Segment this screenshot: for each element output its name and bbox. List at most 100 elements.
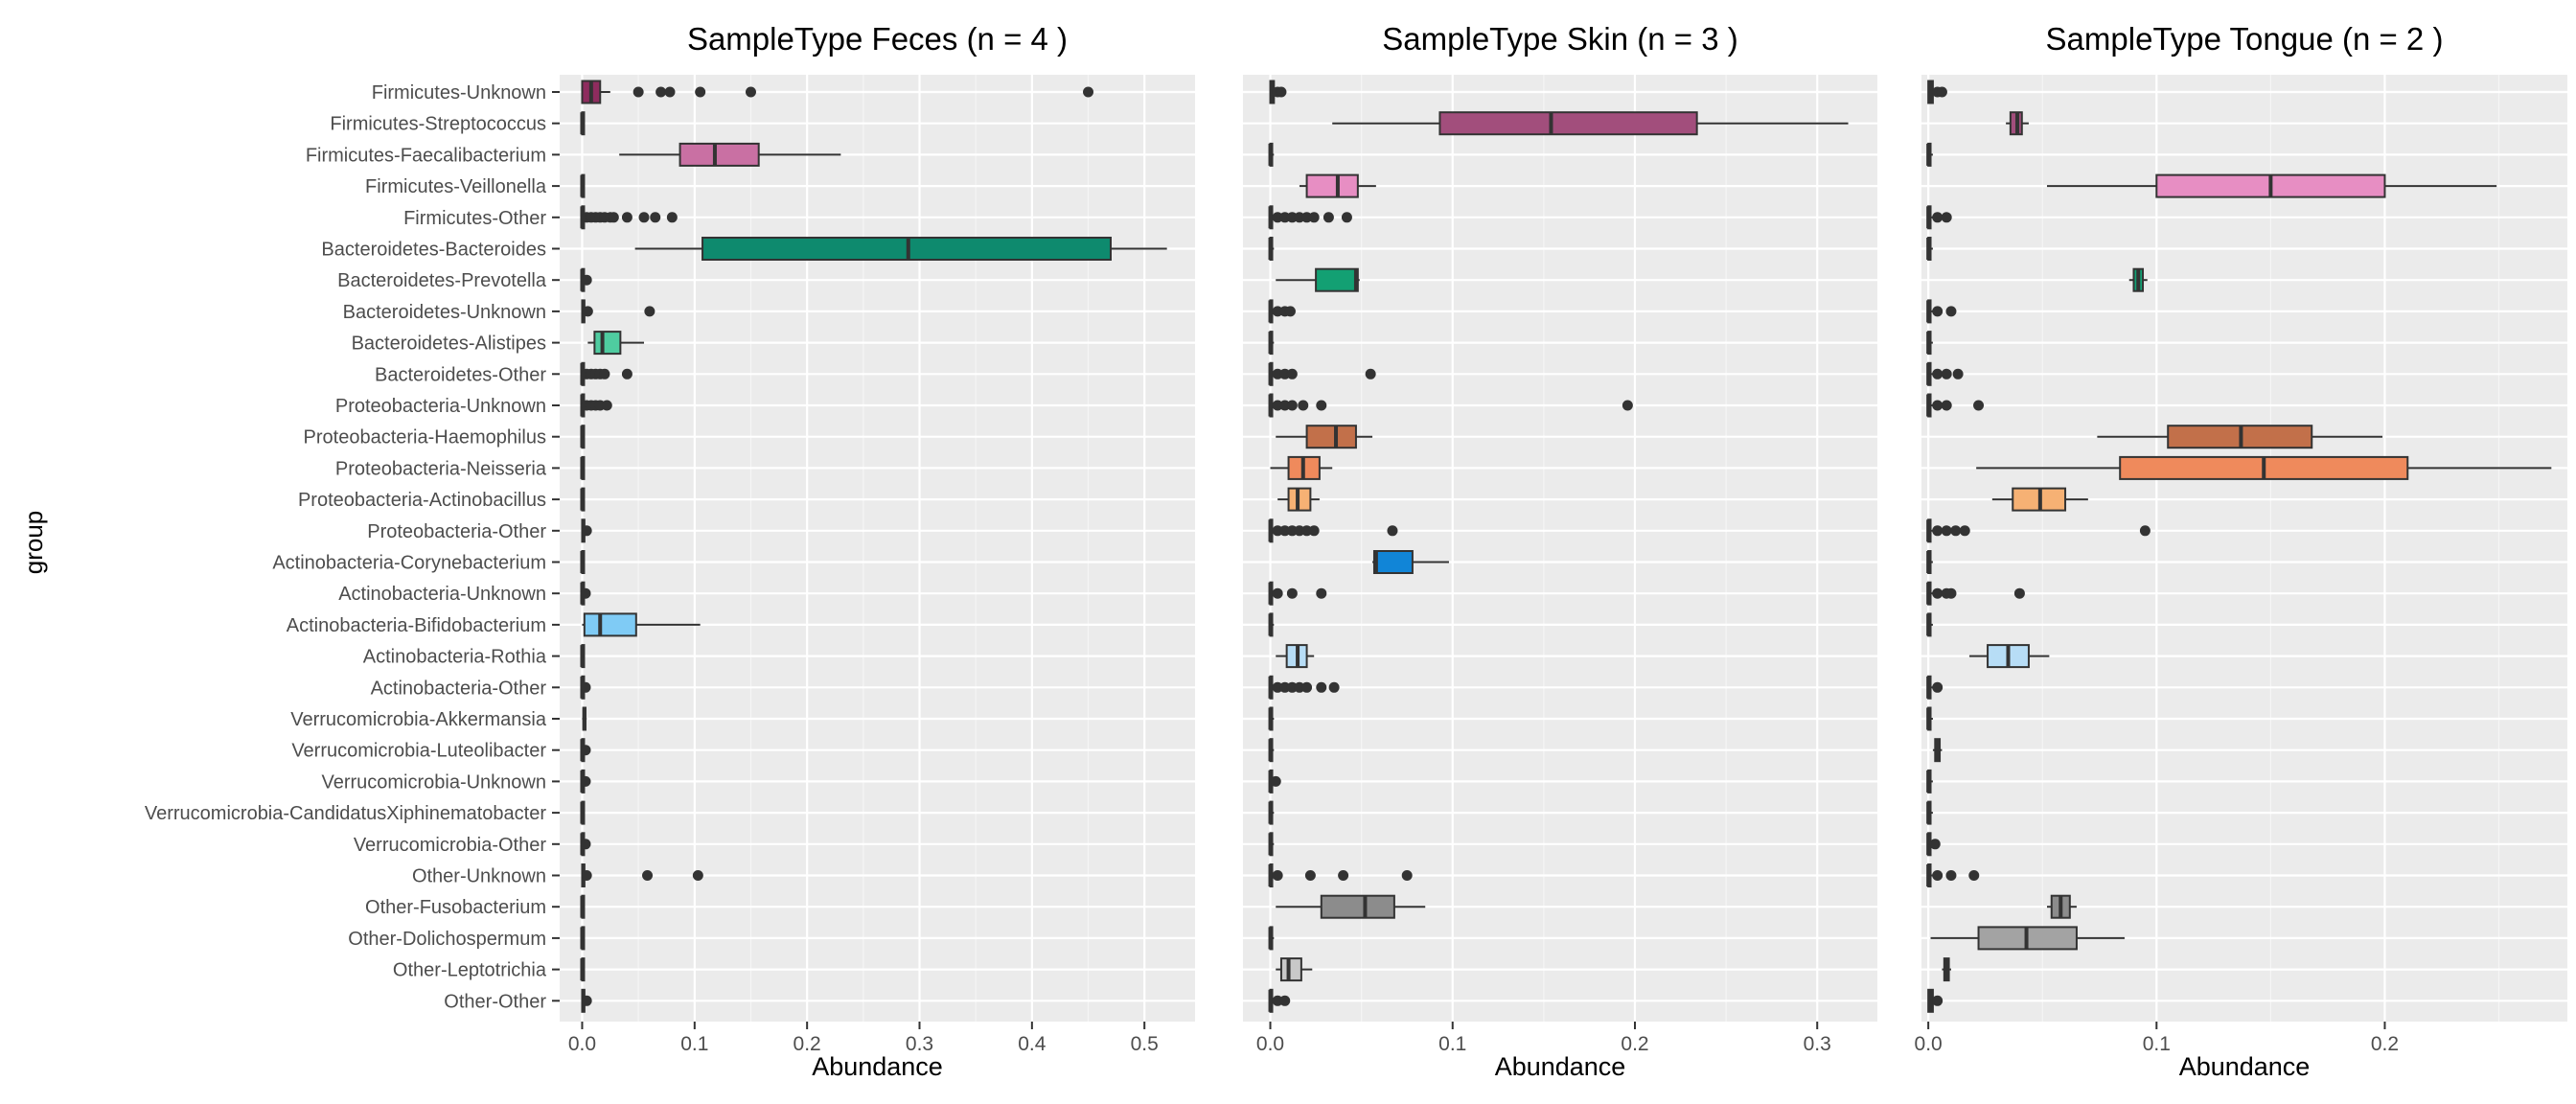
y-tick-label: Proteobacteria-Neisseria	[335, 458, 547, 479]
outlier-point	[644, 306, 656, 317]
box-firmicutes-unknown	[581, 80, 1094, 104]
x-axis-title: Abundance	[1495, 1052, 1626, 1081]
outlier-point	[1338, 870, 1349, 881]
y-tick-label: Proteobacteria-Other	[367, 521, 546, 542]
facet-panel: 0.0 0.1 0.2 0.3 SampleType Skin (n = 3 ) Abun…	[1243, 21, 1877, 1081]
outlier-point	[1945, 870, 1957, 881]
outlier-point	[581, 274, 592, 286]
y-tick-label: Bacteroidetes-Prevotella	[337, 270, 547, 291]
outlier-point	[581, 995, 592, 1006]
y-tick-label: Firmicutes-Streptococcus	[330, 114, 546, 135]
outlier-point	[1301, 525, 1313, 537]
x-tick-label: 0.3	[1804, 1033, 1831, 1055]
x-tick-label: 0.2	[2371, 1033, 2399, 1055]
y-axis-title: group	[19, 511, 48, 575]
outlier-point	[1932, 306, 1944, 317]
outlier-point	[1083, 86, 1094, 98]
box-actinobacteria-corynebacterium	[580, 550, 586, 574]
box-verrucomicrobia-unknown	[1926, 769, 1933, 794]
y-tick-label: Other-Leptotrichia	[393, 960, 547, 981]
outlier-point	[1286, 681, 1298, 693]
box-firmicutes-faecalibacterium	[1926, 142, 1933, 167]
box-actinobacteria-bifidobacterium	[1268, 612, 1275, 637]
outlier-point	[1286, 525, 1298, 537]
outlier-point	[1286, 587, 1298, 599]
box-other-unknown	[581, 863, 703, 887]
box-verrucomicrobia-akkermansia	[1268, 706, 1275, 731]
box-other-other	[1927, 988, 1944, 1013]
box-proteobacteria-unknown	[1268, 393, 1633, 418]
box-firmicutes-other	[580, 205, 678, 230]
outlier-point	[581, 525, 592, 537]
outlier-point	[1941, 525, 1952, 537]
box-firmicutes-veillonella	[1299, 173, 1376, 198]
box-other-unknown	[1268, 863, 1413, 887]
y-tick-label: Verrucomicrobia-Other	[354, 835, 547, 856]
outlier-point	[1932, 525, 1944, 537]
panel-title: SampleType Feces (n = 4 )	[687, 21, 1068, 57]
y-tick-label: Actinobacteria-Unknown	[338, 584, 546, 605]
outlier-point	[1365, 368, 1376, 380]
box-bacteroidetes-unknown	[581, 299, 656, 324]
x-tick-label: 0.0	[1256, 1033, 1284, 1055]
box-iqr	[1320, 894, 1395, 919]
box-other-dolichospermum	[1268, 926, 1275, 951]
facet-panels: Firmicutes-Unknown Firmicutes-Streptococc…	[145, 21, 2567, 1081]
outlier-point	[1932, 368, 1944, 380]
outlier-point	[1272, 212, 1283, 223]
y-tick-label: Actinobacteria-Corynebacterium	[272, 553, 546, 574]
box-firmicutes-unknown	[1269, 80, 1287, 104]
y-tick-label: Other-Fusobacterium	[365, 897, 546, 918]
box-bacteroidetes-bacteroides	[1268, 237, 1275, 261]
outlier-point	[1272, 681, 1283, 693]
box-firmicutes-streptococcus	[1332, 111, 1849, 136]
outlier-point	[1298, 400, 1309, 411]
outlier-point	[692, 870, 703, 881]
box-proteobacteria-actinobacillus	[1277, 487, 1320, 512]
outlier-point	[1272, 306, 1283, 317]
panel-background	[1243, 75, 1877, 1022]
x-tick-label: 0.3	[906, 1033, 933, 1055]
box-proteobacteria-haemophilus	[1276, 425, 1373, 449]
y-tick-label: Proteobacteria-Actinobacillus	[298, 490, 546, 511]
box-verrucomicrobia-other	[1268, 832, 1275, 857]
x-tick-label: 0.1	[680, 1033, 708, 1055]
y-tick-label: Bacteroidetes-Other	[375, 364, 546, 385]
x-tick-label: 0.1	[2143, 1033, 2171, 1055]
box-actinobacteria-bifidobacterium	[1926, 612, 1933, 637]
box-verrucomicrobia-unknown	[580, 769, 591, 794]
outlier-point	[1304, 870, 1316, 881]
box-iqr	[1315, 267, 1359, 292]
box-actinobacteria-other	[1926, 675, 1944, 700]
box-other-dolichospermum	[1930, 926, 2125, 951]
box-bacteroidetes-prevotella	[2128, 267, 2148, 292]
outlier-point	[580, 681, 591, 693]
x-axis-title: Abundance	[2179, 1052, 2311, 1081]
box-other-leptotrichia	[580, 957, 586, 982]
y-tick-label: Firmicutes-Unknown	[372, 82, 546, 104]
outlier-point	[601, 400, 612, 411]
box-proteobacteria-unknown	[580, 393, 612, 418]
outlier-point	[1308, 212, 1320, 223]
x-tick-label: 0.0	[1915, 1033, 1943, 1055]
box-verrucomicrobia-luteolibacter	[1268, 738, 1275, 763]
y-tick-label: Actinobacteria-Other	[371, 678, 547, 699]
box-actinobacteria-unknown	[580, 581, 591, 606]
box-firmicutes-veillonella	[580, 173, 586, 198]
outlier-point	[1279, 681, 1291, 693]
box-other-fusobacterium	[1276, 894, 1426, 919]
box-verrucomicrobia-luteolibacter	[580, 738, 591, 763]
outlier-point	[1936, 86, 1947, 98]
outlier-point	[1929, 839, 1941, 850]
box-other-leptotrichia	[1942, 957, 1951, 982]
box-bacteroidetes-other	[1268, 361, 1376, 386]
outlier-point	[642, 870, 654, 881]
outlier-point	[1272, 870, 1283, 881]
outlier-point	[1272, 995, 1283, 1006]
y-tick-label: Proteobacteria-Haemophilus	[304, 427, 546, 448]
box-proteobacteria-other	[1926, 518, 2150, 543]
y-tick-label: Firmicutes-Other	[403, 208, 546, 229]
box-verrucomicrobia-akkermansia	[582, 706, 587, 731]
x-tick-label: 0.2	[794, 1033, 821, 1055]
